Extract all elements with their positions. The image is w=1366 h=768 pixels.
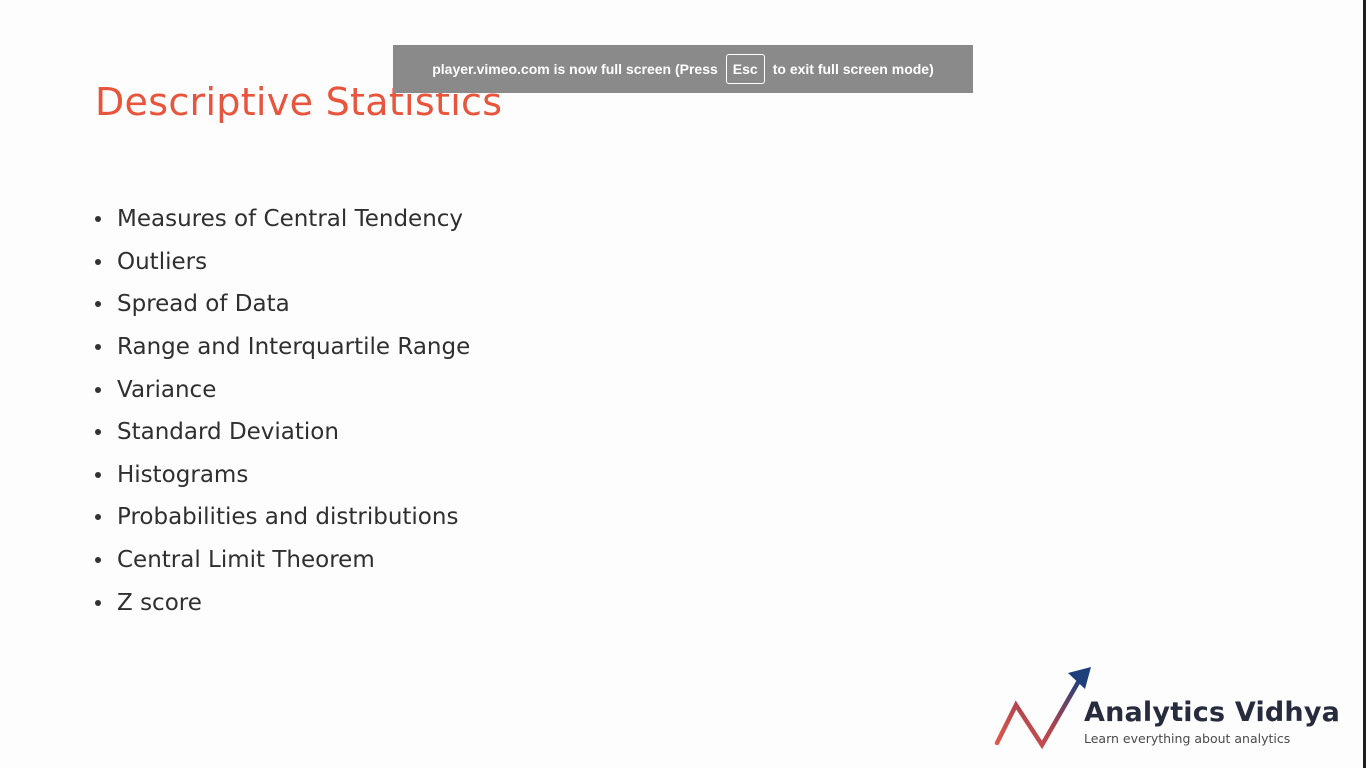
bullet-text: Variance [117,376,217,403]
bullet-icon [95,216,101,223]
bullet-icon [95,599,101,606]
list-item: Histograms [92,454,470,497]
bullet-text: Z score [117,589,202,616]
bullet-icon [95,386,101,393]
list-item: Standard Deviation [92,411,470,454]
list-item: Variance [92,368,470,411]
bullet-text: Spread of Data [117,291,290,318]
fullscreen-notice-text-after: to exit full screen mode) [772,61,934,77]
bullet-icon [95,557,101,564]
logo-tagline: Learn everything about analytics [1084,731,1291,746]
fullscreen-notice-text-before: player.vimeo.com is now full screen (Pre… [432,61,718,77]
bullet-icon [95,344,101,351]
bullet-text: Central Limit Theorem [117,547,375,574]
bullet-text: Range and Interquartile Range [117,334,471,361]
window-edge-scrollbar[interactable] [1363,0,1366,768]
list-item: Central Limit Theorem [92,539,470,582]
trend-arrow-icon [994,667,1091,750]
analytics-vidhya-logo: Analytics Vidhya Learn everything about … [994,665,1344,750]
list-item: Measures of Central Tendency [92,198,470,241]
bullet-text: Probabilities and distributions [117,504,459,531]
bullet-icon [95,429,101,436]
bullet-text: Measures of Central Tendency [117,206,464,233]
logo-name: Analytics Vidhya [1084,697,1341,728]
list-item: Range and Interquartile Range [92,326,470,369]
bullet-icon [95,514,101,521]
bullet-icon [95,258,101,265]
bullet-text: Standard Deviation [117,419,339,446]
bullet-list: Measures of Central Tendency Outliers Sp… [92,198,470,624]
list-item: Outliers [92,241,470,284]
esc-key-badge: Esc [725,54,765,84]
bullet-text: Outliers [117,248,208,275]
list-item: Probabilities and distributions [92,496,470,539]
bullet-icon [95,301,101,308]
list-item: Spread of Data [92,283,470,326]
list-item: Z score [92,581,470,624]
fullscreen-notice: player.vimeo.com is now full screen (Pre… [393,45,973,93]
bullet-text: Histograms [117,461,249,488]
bullet-icon [95,471,101,478]
